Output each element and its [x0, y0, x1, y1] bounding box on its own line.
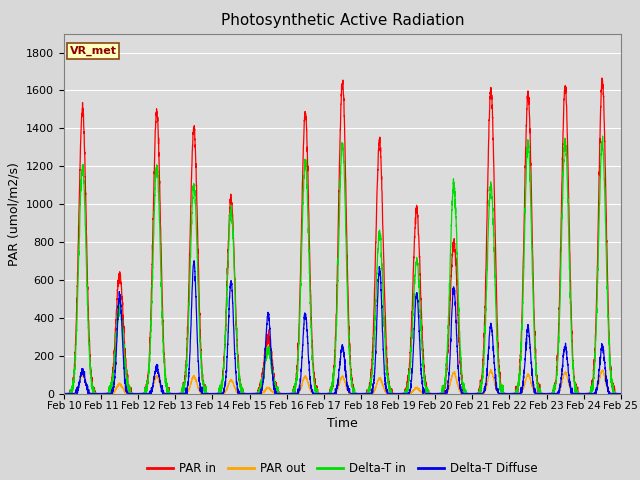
PAR out	[60, 391, 68, 396]
PAR out	[146, 391, 154, 396]
PAR out	[499, 391, 507, 396]
PAR out	[616, 391, 624, 396]
Text: VR_met: VR_met	[70, 46, 116, 57]
Y-axis label: PAR (umol/m2/s): PAR (umol/m2/s)	[8, 162, 20, 265]
Legend: PAR in, PAR out, Delta-T in, Delta-T Diffuse: PAR in, PAR out, Delta-T in, Delta-T Dif…	[143, 457, 542, 480]
Delta-T in	[161, 358, 168, 363]
PAR out	[467, 391, 475, 396]
Delta-T Diffuse	[436, 391, 444, 396]
Line: PAR out: PAR out	[64, 370, 621, 394]
Delta-T Diffuse	[161, 390, 168, 396]
Line: Delta-T in: Delta-T in	[64, 136, 621, 394]
PAR out	[322, 391, 330, 396]
Line: Delta-T Diffuse: Delta-T Diffuse	[64, 261, 621, 394]
Delta-T Diffuse	[60, 391, 68, 396]
PAR in	[161, 354, 168, 360]
Delta-T Diffuse	[617, 391, 625, 396]
Delta-T Diffuse	[190, 258, 198, 264]
Delta-T Diffuse	[73, 391, 81, 396]
PAR in	[436, 391, 444, 396]
Delta-T Diffuse	[616, 391, 624, 396]
Delta-T Diffuse	[468, 391, 476, 396]
Delta-T in	[617, 391, 625, 396]
PAR in	[616, 391, 624, 396]
Delta-T in	[322, 391, 330, 396]
Delta-T in	[499, 383, 507, 388]
PAR in	[499, 389, 507, 395]
Delta-T in	[436, 390, 444, 396]
X-axis label: Time: Time	[327, 417, 358, 430]
PAR in	[67, 391, 74, 396]
PAR in	[598, 75, 605, 81]
Title: Photosynthetic Active Radiation: Photosynthetic Active Radiation	[221, 13, 464, 28]
Delta-T in	[616, 391, 624, 396]
PAR out	[617, 391, 625, 396]
PAR out	[487, 367, 495, 372]
PAR in	[617, 391, 625, 396]
Delta-T Diffuse	[499, 391, 507, 396]
PAR in	[467, 391, 475, 396]
PAR in	[322, 391, 330, 396]
Line: PAR in: PAR in	[64, 78, 621, 394]
Delta-T Diffuse	[322, 391, 330, 396]
Delta-T in	[60, 391, 68, 396]
Delta-T in	[467, 391, 475, 396]
PAR in	[60, 391, 68, 396]
Delta-T in	[599, 133, 607, 139]
PAR out	[436, 391, 444, 396]
Delta-T in	[67, 391, 74, 396]
PAR out	[161, 390, 168, 396]
